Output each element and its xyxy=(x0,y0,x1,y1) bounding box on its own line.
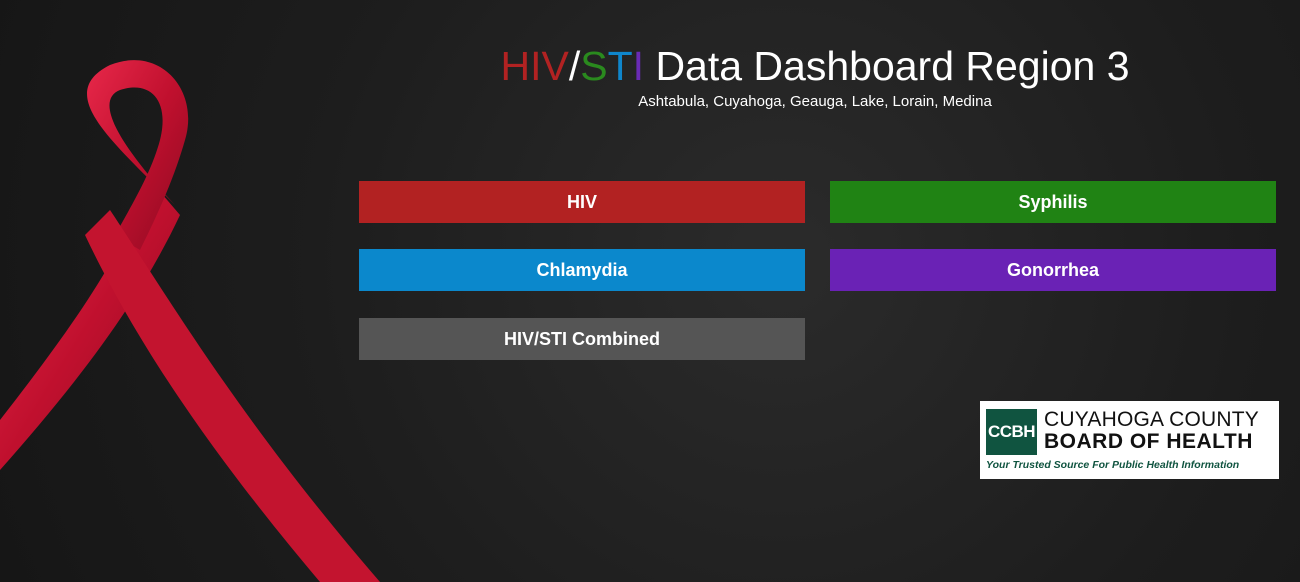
ccbh-logo-mark: CCBH xyxy=(986,409,1037,455)
title-hiv: HIV xyxy=(500,43,569,89)
page-title: HIV/STI Data Dashboard Region 3 xyxy=(430,40,1200,92)
header: HIV/STI Data Dashboard Region 3 Ashtabul… xyxy=(430,40,1200,110)
title-i: I xyxy=(632,43,645,89)
gonorrhea-button[interactable]: Gonorrhea xyxy=(830,249,1276,291)
red-ribbon-image xyxy=(0,60,380,582)
title-t: T xyxy=(607,43,633,89)
hiv-button[interactable]: HIV xyxy=(359,181,805,223)
ccbh-logo: CCBH CUYAHOGA COUNTY BOARD OF HEALTH You… xyxy=(980,401,1279,479)
title-slash: / xyxy=(568,43,581,89)
logo-tagline: Your Trusted Source For Public Health In… xyxy=(986,459,1240,471)
chlamydia-button[interactable]: Chlamydia xyxy=(359,249,805,291)
logo-line1: CUYAHOGA COUNTY xyxy=(1044,408,1259,431)
syphilis-button[interactable]: Syphilis xyxy=(830,181,1276,223)
title-s: S xyxy=(580,43,608,89)
logo-line2: BOARD OF HEALTH xyxy=(1044,430,1253,453)
page-subtitle: Ashtabula, Cuyahoga, Geauga, Lake, Lorai… xyxy=(638,93,992,110)
hiv-sti-combined-button[interactable]: HIV/STI Combined xyxy=(359,318,805,360)
title-rest: Data Dashboard Region 3 xyxy=(644,43,1130,89)
